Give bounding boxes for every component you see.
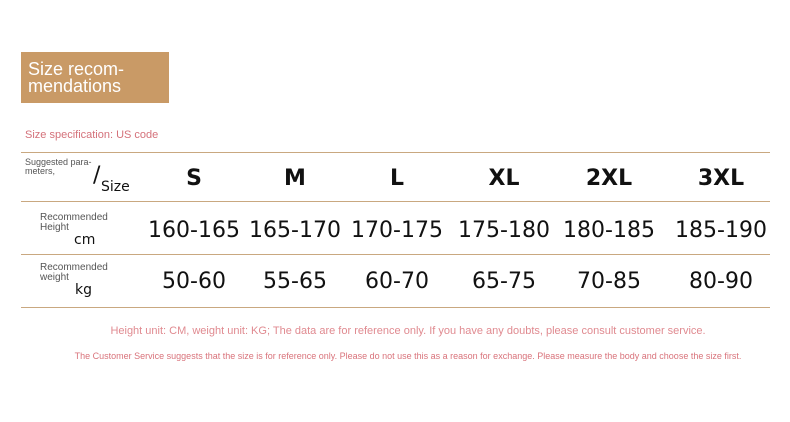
header-row: Suggested para- meters, / Size S M L XL …	[21, 153, 770, 201]
height-value: 185-190	[675, 218, 767, 243]
weight-value: 65-75	[472, 269, 536, 294]
label-line: Height	[40, 222, 69, 233]
divider	[21, 307, 770, 308]
size-xl: XL	[488, 166, 520, 191]
weight-value: 80-90	[689, 269, 753, 294]
label-line: Recommended	[40, 212, 108, 223]
height-label: Recommended Height	[40, 213, 108, 233]
height-value: 170-175	[351, 218, 443, 243]
divider	[21, 254, 770, 255]
section-title: Size recom- mendations	[21, 52, 169, 103]
height-row: Recommended Height cm 160-165 165-170 17…	[21, 202, 770, 254]
size-l: L	[389, 166, 405, 191]
divider	[21, 152, 770, 153]
weight-value: 55-65	[263, 269, 327, 294]
weight-unit: kg	[75, 282, 92, 298]
size-word: Size	[101, 179, 130, 195]
weight-row: Recommended weight kg 50-60 55-65 60-70 …	[21, 255, 770, 307]
reference-note: Height unit: CM, weight unit: KG; The da…	[110, 325, 706, 337]
label-line: meters,	[25, 166, 56, 176]
size-2xl: 2XL	[585, 166, 633, 191]
weight-value: 50-60	[162, 269, 226, 294]
title-line: Size recom-	[28, 59, 125, 79]
title-line: mendations	[28, 76, 122, 96]
label-line: weight	[40, 272, 69, 283]
customer-service-note: The Customer Service suggests that the s…	[74, 351, 742, 361]
weight-label: Recommended weight	[40, 263, 108, 283]
size-m: M	[284, 166, 306, 191]
weight-value: 70-85	[577, 269, 641, 294]
slash: /	[93, 163, 101, 188]
label-line: Recommended	[40, 262, 108, 273]
height-value: 160-165	[148, 218, 240, 243]
label-line: Suggested para-	[25, 157, 92, 167]
weight-value: 60-70	[365, 269, 429, 294]
size-3xl: 3XL	[697, 166, 745, 191]
size-s: S	[186, 166, 202, 191]
size-spec: Size specification: US code	[25, 129, 159, 141]
height-value: 180-185	[563, 218, 655, 243]
height-value: 165-170	[249, 218, 341, 243]
height-unit: cm	[74, 232, 96, 248]
params-label: Suggested para- meters,	[25, 158, 92, 176]
height-value: 175-180	[458, 218, 550, 243]
divider	[21, 201, 770, 202]
